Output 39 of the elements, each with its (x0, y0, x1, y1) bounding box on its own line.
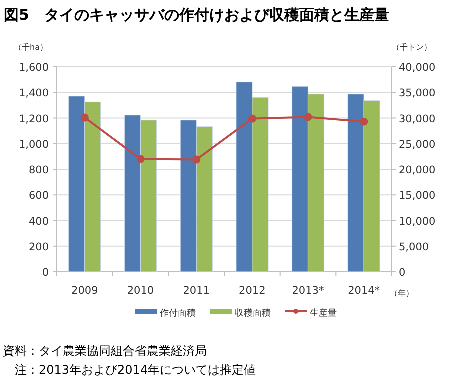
y-tick-label: 0 (42, 267, 49, 279)
legend-label: 生産量 (310, 308, 337, 319)
y2-tick-label: 0 (399, 267, 406, 279)
y2-tick-label: 35,000 (399, 88, 436, 100)
y2-tick-label: 10,000 (399, 216, 436, 228)
point (304, 113, 312, 122)
y-tick-label: 1,600 (18, 62, 49, 74)
point (80, 114, 89, 122)
y2-tick-label: 30,000 (399, 113, 436, 126)
chart-title: 図5 タイのキャッサバの作付けおよび収穫面積と生産量 (4, 6, 390, 24)
y2-tick-label: 15,000 (399, 190, 436, 202)
y-tick-label: 400 (28, 216, 49, 228)
text: 資料：タイ農業協同組合省農業経済局 (3, 344, 207, 358)
point (192, 156, 201, 164)
y-tick-label: 800 (28, 164, 49, 176)
y-tick-label: 1,000 (18, 138, 49, 151)
point (248, 114, 256, 123)
y-axis-title: （千ha） (14, 43, 48, 52)
x-tick-label: 2011 (183, 285, 210, 297)
x-tick-label: 2012 (239, 285, 266, 297)
y2-tick-label: 40,000 (399, 62, 436, 74)
text: 注：2013年および2014年については推定値 (15, 363, 256, 377)
x-tick-label: 2013* (292, 285, 324, 297)
y2-tick-label: 5,000 (399, 241, 430, 254)
y2-tick-label: 20,000 (399, 164, 436, 176)
legend-label: 収穫面積 (235, 308, 271, 319)
legend-label: 作付面積 (159, 308, 196, 319)
x-tick-label: 2014* (348, 285, 380, 297)
y2-tick-label: 25,000 (399, 138, 436, 151)
point (360, 118, 368, 126)
x-tick-label: 2010 (127, 285, 154, 297)
y-tick-label: 1,200 (18, 113, 49, 126)
x-tick-label: 2009 (72, 285, 98, 297)
y2-axis-title: （千トン） (392, 43, 432, 52)
x-axis-title: （年） (390, 289, 414, 298)
y-tick-label: 1,400 (18, 88, 49, 100)
y-tick-label: 600 (28, 190, 49, 202)
point (136, 155, 145, 164)
y-tick-label: 200 (28, 241, 49, 254)
